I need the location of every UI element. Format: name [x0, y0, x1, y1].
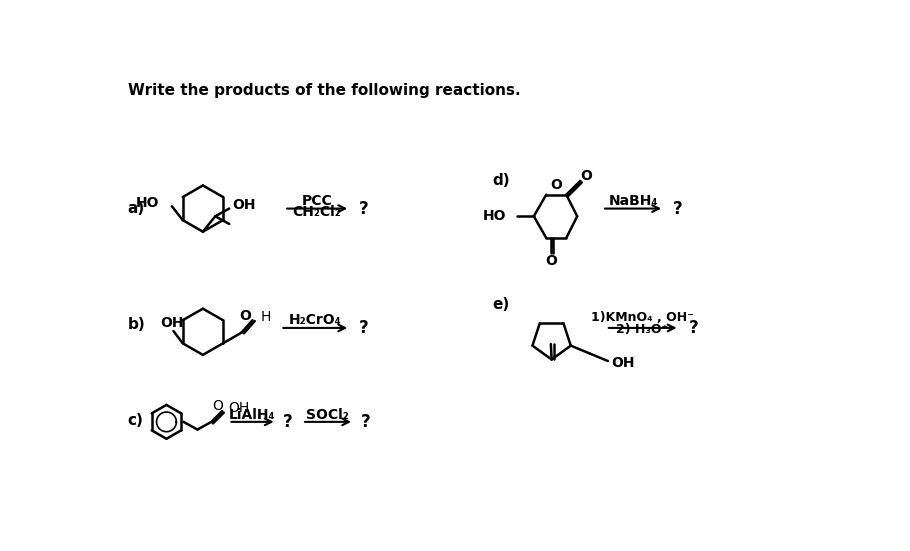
Text: ?: ?: [673, 199, 682, 218]
Text: O: O: [239, 309, 251, 322]
Text: CH₂Cl₂: CH₂Cl₂: [292, 206, 341, 219]
Text: ?: ?: [283, 413, 293, 431]
Text: b): b): [127, 317, 146, 332]
Text: 2) H₃O⁺: 2) H₃O⁺: [616, 323, 668, 336]
Text: O: O: [581, 169, 592, 183]
Text: NaBH₄: NaBH₄: [608, 194, 658, 208]
Text: PCC: PCC: [301, 194, 332, 208]
Text: Write the products of the following reactions.: Write the products of the following reac…: [127, 83, 521, 98]
Text: OH: OH: [612, 355, 634, 370]
Text: OH: OH: [232, 198, 256, 213]
Text: OH: OH: [160, 316, 184, 330]
Text: OH: OH: [228, 401, 249, 415]
Text: ?: ?: [359, 199, 369, 218]
Text: c): c): [127, 413, 144, 428]
Text: d): d): [492, 172, 510, 187]
Text: ?: ?: [360, 413, 370, 431]
Text: O: O: [546, 254, 558, 268]
Text: H₂CrO₄: H₂CrO₄: [288, 313, 341, 327]
Text: ?: ?: [359, 319, 369, 337]
Text: ?: ?: [689, 319, 698, 337]
Text: 1)KMnO₄ , OH⁻: 1)KMnO₄ , OH⁻: [591, 311, 693, 325]
Text: O: O: [551, 179, 562, 192]
Text: HO: HO: [482, 209, 506, 223]
Text: LiAlH₄: LiAlH₄: [229, 408, 276, 422]
Text: O: O: [212, 399, 223, 413]
Text: a): a): [127, 201, 145, 216]
Text: e): e): [492, 298, 510, 312]
Text: H: H: [260, 310, 270, 324]
Text: HO: HO: [136, 196, 159, 210]
Text: SOCl₂: SOCl₂: [307, 408, 349, 422]
